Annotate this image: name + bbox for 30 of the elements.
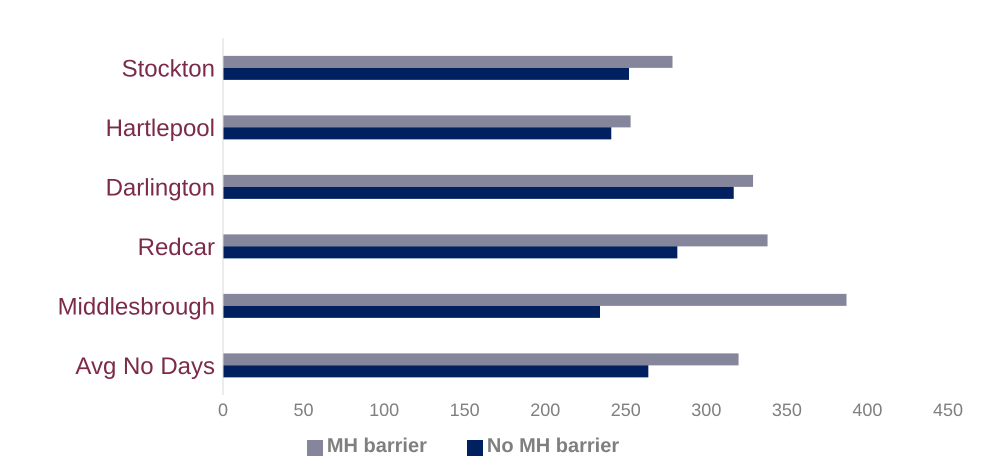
x-tick-label: 100 — [369, 400, 400, 420]
bar — [223, 294, 846, 306]
legend-label: No MH barrier — [486, 435, 620, 457]
x-tick-label: 0 — [218, 400, 228, 420]
bar — [223, 115, 631, 128]
bar — [223, 246, 678, 258]
bar — [223, 186, 734, 199]
bar — [223, 353, 739, 366]
bar — [223, 234, 768, 246]
legend-label: MH barrier — [326, 435, 427, 457]
y-tick-label: Avg No Days — [75, 352, 215, 380]
bar — [223, 174, 754, 187]
x-tick-label: 300 — [691, 400, 722, 420]
y-tick-label: Darlington — [106, 174, 215, 202]
y-tick-label: Hartlepool — [106, 114, 215, 142]
bar — [223, 365, 648, 378]
y-tick-label: Stockton — [122, 55, 215, 82]
y-tick-label: Redcar — [138, 234, 215, 261]
x-tick-label: 150 — [450, 400, 480, 420]
x-tick-label: 200 — [530, 400, 560, 420]
bar — [223, 127, 612, 140]
bar — [223, 306, 600, 318]
x-tick-label: 400 — [852, 400, 882, 420]
x-tick-label: 250 — [610, 400, 641, 420]
x-tick-label: 350 — [772, 400, 802, 420]
y-tick-label: Middlesbrough — [58, 293, 215, 320]
x-tick-label: 450 — [932, 400, 964, 420]
bar — [223, 56, 672, 68]
bar — [223, 68, 629, 80]
x-tick-label: 50 — [294, 400, 314, 420]
